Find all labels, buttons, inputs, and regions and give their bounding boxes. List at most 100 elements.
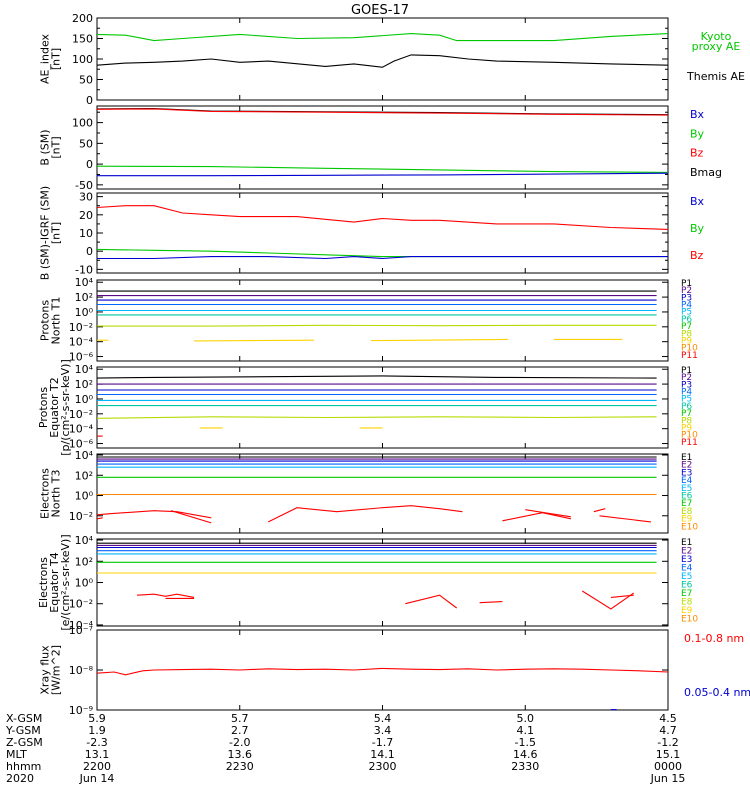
legend-entry: E8 xyxy=(681,507,693,517)
y-tick-label: 10⁻⁶ xyxy=(69,438,94,451)
y-tick-label: 10² xyxy=(75,469,93,482)
x-tick-label: -2.0 xyxy=(229,736,250,749)
legend-entry: E5 xyxy=(681,572,692,582)
y-tick-label: 10⁻⁴ xyxy=(69,336,94,349)
series-line xyxy=(194,339,315,342)
y-axis-label: North T3 xyxy=(50,470,63,518)
x-tick-label: 2230 xyxy=(226,760,254,773)
y-tick-label: 10⁻⁹ xyxy=(69,704,93,717)
y-tick-label: 150 xyxy=(72,33,93,46)
legend-entry: E1 xyxy=(681,538,692,548)
legend-entry: P5 xyxy=(681,395,692,405)
series-line xyxy=(96,33,669,42)
y-tick-label: 10⁻⁴ xyxy=(69,423,94,436)
legend-entry: P3 xyxy=(681,380,692,390)
y-tick-label: 10⁻⁸ xyxy=(69,664,94,677)
x-tick-label: Jun 14 xyxy=(79,772,115,785)
y-tick-label: 10² xyxy=(75,291,93,304)
y-axis-label: Xray flux xyxy=(39,645,52,695)
y-tick-label: 100 xyxy=(72,117,93,130)
figure-title: GOES-17 xyxy=(351,3,409,18)
series-line xyxy=(96,248,668,258)
y-tick-label: -50 xyxy=(75,179,93,192)
x-tick-label: 14.6 xyxy=(513,748,538,761)
x-tick-label: 5.4 xyxy=(374,712,392,725)
y-tick-label: 10⁴ xyxy=(75,534,94,547)
legend-entry: P8 xyxy=(681,416,692,426)
legend-entry: P9 xyxy=(681,423,692,433)
legend-entry: P2 xyxy=(681,373,692,383)
y-axis-label: Equator T2 xyxy=(48,377,61,437)
series-line xyxy=(96,416,657,419)
legend-entry: 0.1-0.8 nm xyxy=(684,632,744,645)
legend-entry: E10 xyxy=(681,522,698,532)
panel-frame xyxy=(96,17,669,101)
y-axis-label: Electrons xyxy=(39,468,52,519)
legend-entry: E7 xyxy=(681,499,692,509)
x-tick-label: 2300 xyxy=(369,760,397,773)
series-line xyxy=(96,510,212,519)
legend-entry: By xyxy=(690,222,705,235)
series-line xyxy=(136,593,195,598)
x-tick-label: 2200 xyxy=(83,760,111,773)
panel-frame xyxy=(96,279,669,362)
x-tick-label: 13.6 xyxy=(228,748,253,761)
panel-frame xyxy=(96,192,669,274)
x-tick-label: 15.1 xyxy=(656,748,681,761)
y-tick-label: 10⁰ xyxy=(75,577,94,590)
y-tick-label: 0 xyxy=(86,158,93,171)
y-axis-label: [nT] xyxy=(50,222,63,244)
y-tick-label: 200 xyxy=(72,12,93,25)
y-tick-label: 0 xyxy=(86,94,93,107)
y-tick-label: 0 xyxy=(86,245,93,258)
y-tick-label: 10⁻⁴ xyxy=(69,619,94,632)
legend-entry: P7 xyxy=(681,322,692,332)
y-tick-label: 30 xyxy=(79,191,93,204)
x-tick-label: 4.5 xyxy=(659,712,677,725)
y-axis-label: [e/(cm²-s-sr-keV)] xyxy=(59,534,72,630)
series-line xyxy=(97,172,669,177)
legend-entry: E6 xyxy=(681,492,693,502)
x-tick-label: 5.0 xyxy=(517,712,535,725)
x-tick-label: 0000 xyxy=(654,760,682,773)
y-tick-label: 10² xyxy=(75,378,93,391)
x-row-label: 2020 xyxy=(6,772,34,785)
x-tick-label: 2330 xyxy=(511,760,539,773)
series-line xyxy=(96,667,669,676)
x-tick-label: 4.1 xyxy=(517,724,535,737)
legend-entry: P11 xyxy=(681,351,698,361)
y-axis-label: [p/(cm²-s-sr-keV)] xyxy=(59,359,72,456)
y-axis-label: [nT] xyxy=(50,136,63,158)
x-row-label: Y-GSM xyxy=(5,724,41,737)
series-line xyxy=(479,601,503,604)
legend-entry: Kyoto xyxy=(701,30,732,43)
panel-frame xyxy=(96,453,669,534)
legend-entry: By xyxy=(690,127,705,140)
legend-entry: P6 xyxy=(681,402,692,412)
legend-entry: E2 xyxy=(681,547,692,557)
y-axis-label: Electrons xyxy=(37,557,50,608)
y-tick-label: 10⁻² xyxy=(69,598,93,611)
series-line xyxy=(525,509,571,518)
legend-entry: P7 xyxy=(681,409,692,419)
legend-entry: P4 xyxy=(681,388,692,398)
x-tick-label: Jun 15 xyxy=(650,772,686,785)
x-row-label: Z-GSM xyxy=(6,736,43,749)
y-tick-label: 20 xyxy=(79,209,93,222)
legend-entry: P1 xyxy=(681,366,692,376)
legend-entry: E5 xyxy=(681,484,692,494)
series-line xyxy=(502,512,572,522)
series-line xyxy=(97,324,657,327)
y-tick-label: 10² xyxy=(75,555,93,568)
legend-entry: E4 xyxy=(681,476,693,486)
series-line xyxy=(96,108,669,116)
x-tick-label: -1.5 xyxy=(515,736,536,749)
y-tick-label: 10⁻² xyxy=(69,510,93,523)
x-tick-label: 2.7 xyxy=(231,724,249,737)
y-tick-label: 10⁰ xyxy=(75,393,94,406)
series-line xyxy=(96,205,669,230)
